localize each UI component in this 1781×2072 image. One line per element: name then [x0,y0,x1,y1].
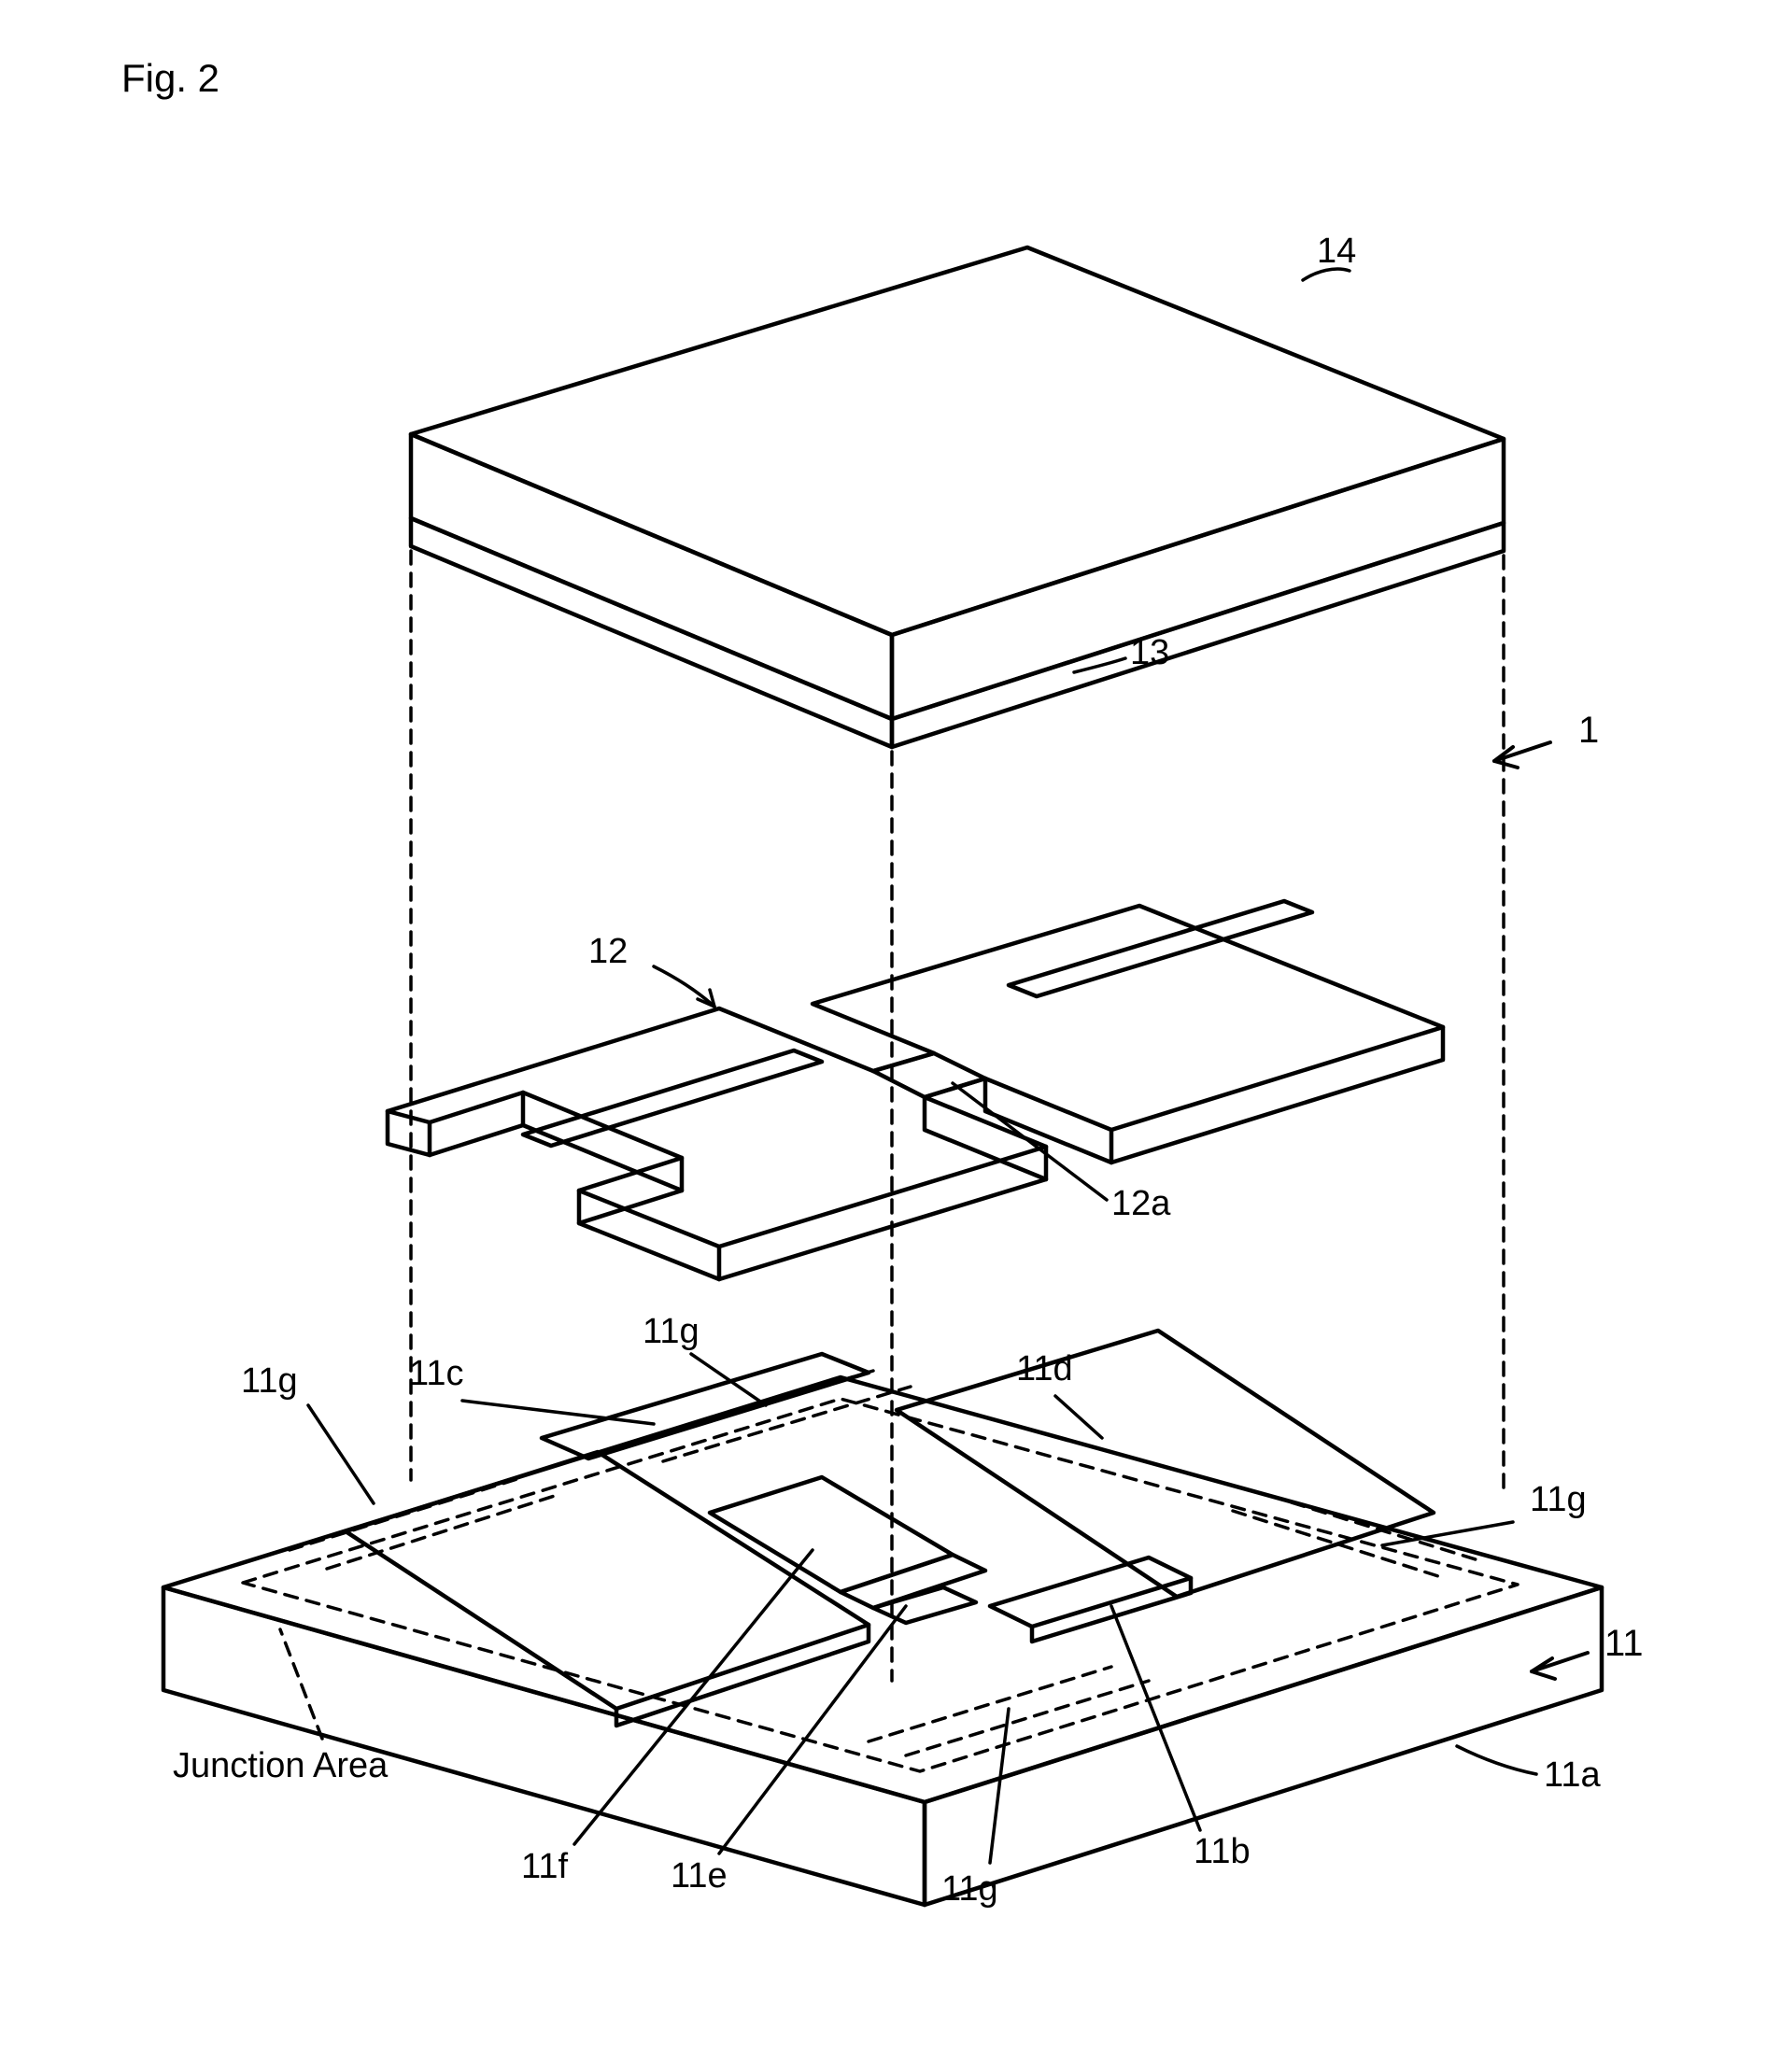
junction-area-dashed [243,1371,1518,1771]
label-11g-tl: 11g [241,1361,298,1402]
label-13: 13 [1130,633,1169,673]
label-11e: 11e [671,1856,728,1896]
label-11c: 11c [409,1354,463,1394]
label-12a: 12a [1111,1184,1170,1224]
top-plate-14 [411,247,1504,719]
label-12: 12 [588,932,628,972]
mid-plate-13 [411,518,1504,747]
label-junction: Junction Area [173,1746,388,1786]
label-11g-b: 11g [941,1869,998,1910]
label-11g-t: 11g [643,1312,700,1352]
label-11f: 11f [521,1847,568,1887]
label-11: 11 [1604,1623,1644,1665]
label-1: 1 [1578,710,1599,752]
figure-page: Fig. 2 14 13 1 12 12a 11g 11c 11g 11d 11… [0,0,1781,2072]
piezo-12 [388,901,1443,1279]
label-11d: 11d [1016,1349,1073,1389]
label-11a: 11a [1544,1755,1601,1796]
label-11g-r: 11g [1530,1480,1587,1520]
figure-title: Fig. 2 [121,56,219,101]
label-11b: 11b [1194,1832,1251,1872]
label-14: 14 [1317,232,1356,272]
base-11 [163,1377,1602,1905]
